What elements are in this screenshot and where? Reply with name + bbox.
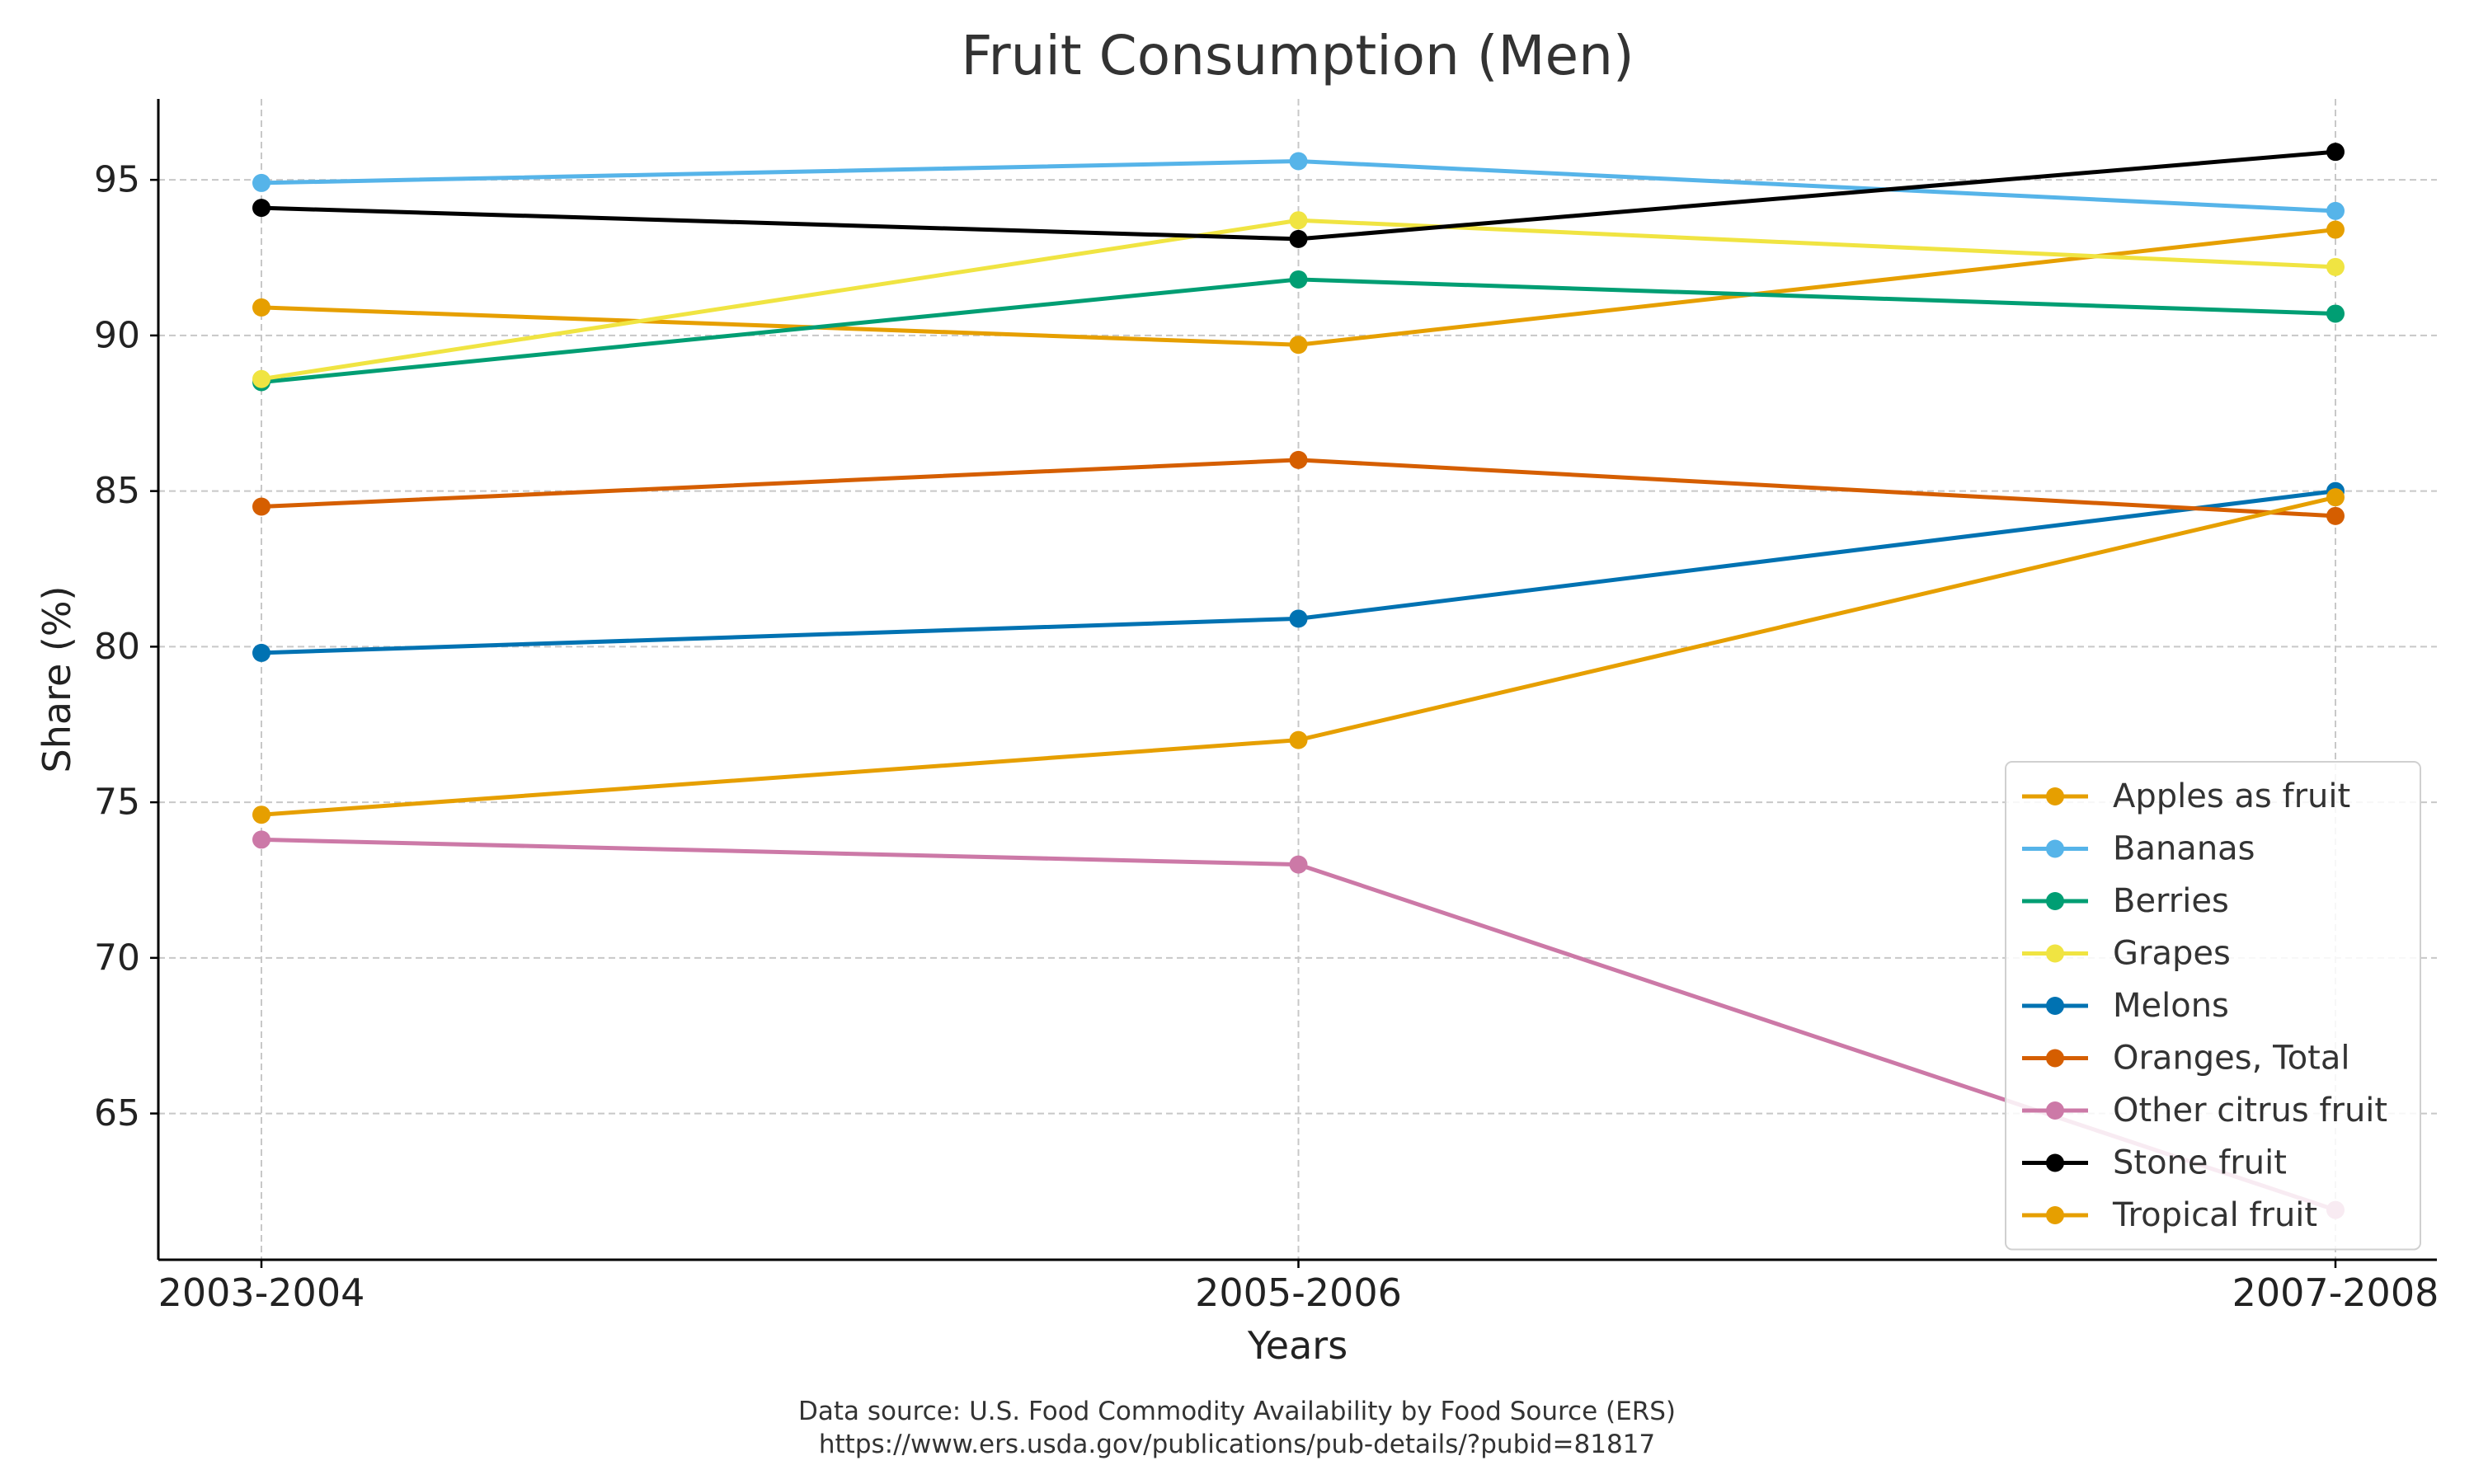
data-point-other-citrus-fruit: [252, 830, 270, 849]
legend-label: Bananas: [2113, 830, 2255, 868]
y-tick-label: 90: [94, 314, 140, 356]
legend-marker: [2046, 1153, 2064, 1172]
data-point-bananas: [1289, 152, 1308, 171]
data-point-apples-as-fruit: [1289, 336, 1308, 355]
data-point-apples-as-fruit: [2326, 220, 2345, 239]
data-point-melons: [252, 643, 270, 662]
y-tick-label: 75: [94, 782, 140, 824]
data-point-tropical-fruit: [252, 805, 270, 824]
legend-marker: [2046, 1101, 2064, 1120]
legend-label: Berries: [2113, 882, 2229, 920]
data-point-apples-as-fruit: [252, 298, 270, 317]
data-point-oranges-total: [1289, 450, 1308, 469]
legend-box: [2005, 761, 2421, 1251]
legend-label: Stone fruit: [2113, 1144, 2287, 1182]
y-tick-label: 70: [94, 937, 140, 979]
data-point-stone-fruit: [1289, 229, 1308, 248]
legend-label: Apples as fruit: [2113, 777, 2350, 815]
legend-label: Other citrus fruit: [2113, 1092, 2387, 1129]
source-caption-line1: Data source: U.S. Food Commodity Availab…: [797, 1397, 1677, 1426]
data-point-berries: [1289, 270, 1308, 289]
x-tick-label: 2007-2008: [2232, 1270, 2439, 1315]
chart-title: Fruit Consumption (Men): [961, 24, 1634, 87]
legend-marker: [2046, 787, 2064, 805]
legend-label: Grapes: [2113, 935, 2231, 973]
data-point-bananas: [2326, 201, 2345, 220]
data-point-tropical-fruit: [2326, 488, 2345, 507]
legend-marker: [2046, 1049, 2064, 1068]
y-axis-label: Share (%): [35, 586, 79, 773]
legend-marker: [2046, 997, 2064, 1015]
data-point-stone-fruit: [252, 199, 270, 218]
data-point-bananas: [252, 173, 270, 192]
source-caption-line2: https://www.ers.usda.gov/publications/pu…: [818, 1430, 1656, 1459]
x-tick-label: 2003-2004: [158, 1270, 365, 1315]
data-point-oranges-total: [2326, 506, 2345, 525]
data-point-grapes: [252, 369, 270, 388]
data-point-berries: [2326, 304, 2345, 323]
data-point-tropical-fruit: [1289, 730, 1308, 749]
x-axis-label: Years: [1247, 1323, 1348, 1368]
legend-marker: [2046, 839, 2064, 858]
data-point-oranges-total: [252, 497, 270, 516]
data-point-other-citrus-fruit: [1289, 855, 1308, 874]
legend-label: Oranges, Total: [2113, 1040, 2349, 1078]
y-tick-label: 95: [94, 159, 140, 201]
legend-marker: [2046, 1206, 2064, 1224]
y-tick-label: 65: [94, 1092, 140, 1134]
x-tick-label: 2005-2006: [1195, 1270, 1402, 1315]
y-tick-label: 85: [94, 470, 140, 512]
data-point-stone-fruit: [2326, 143, 2345, 162]
data-point-melons: [1289, 609, 1308, 628]
legend-label: Melons: [2113, 987, 2229, 1025]
legend-marker: [2046, 944, 2064, 963]
legend-marker: [2046, 892, 2064, 910]
data-point-grapes: [1289, 211, 1308, 230]
data-point-grapes: [2326, 257, 2345, 276]
legend-label: Tropical fruit: [2112, 1196, 2317, 1234]
y-tick-label: 80: [94, 626, 140, 668]
